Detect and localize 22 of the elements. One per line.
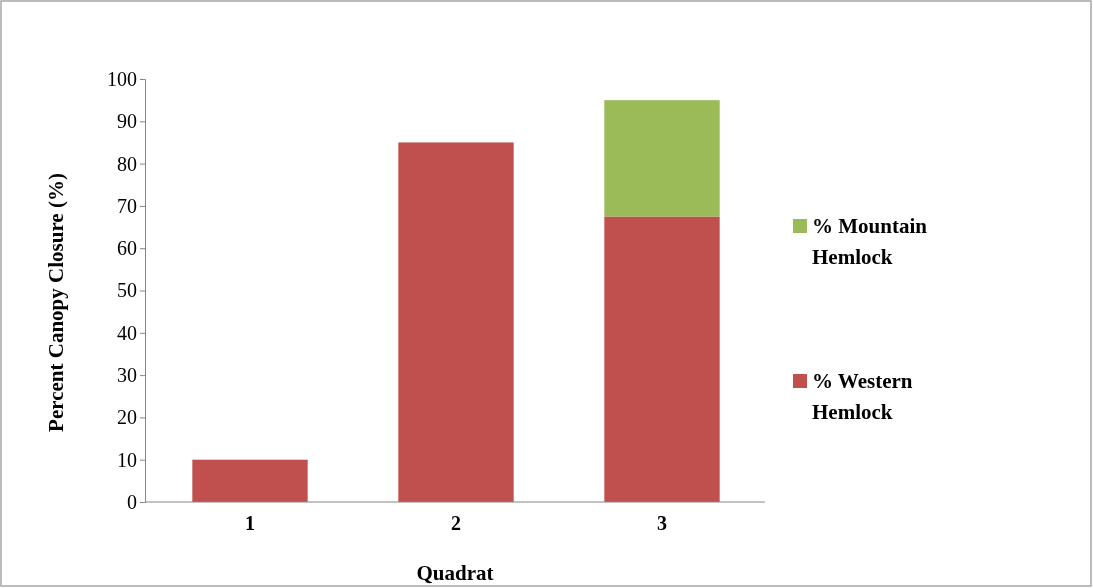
x-axis-title: Quadrat	[416, 561, 494, 585]
bar	[192, 459, 308, 502]
y-tick-label: 0	[127, 490, 137, 513]
y-tick-label: 20	[117, 406, 137, 429]
y-tick-label: 100	[107, 67, 137, 90]
y-tick-label: 80	[117, 152, 137, 175]
y-tick-label: 50	[117, 279, 137, 302]
bar	[604, 216, 720, 502]
y-axis-title: Percent Canopy Closure (%)	[44, 173, 68, 432]
bar	[398, 142, 514, 502]
bar	[604, 100, 720, 217]
x-tick-label: 3	[657, 512, 667, 535]
y-tick-label: 60	[117, 237, 137, 260]
x-tick-label: 2	[451, 512, 461, 535]
legend-label: % Mountain Hemlock	[812, 214, 928, 269]
y-tick-label: 90	[117, 110, 137, 133]
y-tick-label: 40	[117, 321, 137, 344]
y-tick-label: 70	[117, 194, 137, 217]
legend-label: % Western Hemlock	[812, 369, 913, 424]
x-tick-label: 1	[245, 512, 255, 535]
y-tick-label: 10	[117, 448, 137, 471]
y-tick-label: 30	[117, 364, 137, 386]
